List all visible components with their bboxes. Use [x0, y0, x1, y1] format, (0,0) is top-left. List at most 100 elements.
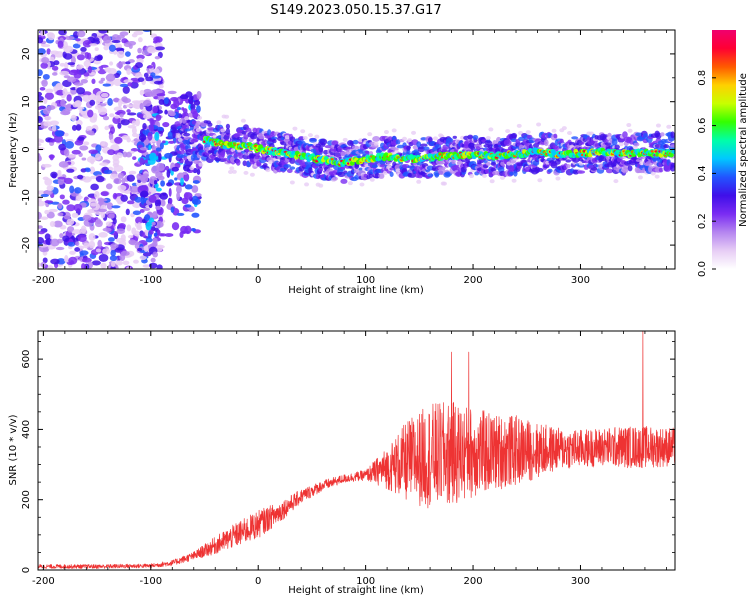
spectrogram-transition-cell	[164, 233, 174, 237]
spectrogram-noise-cell	[116, 152, 123, 159]
spectrogram-noise-cell	[79, 145, 89, 151]
spectrogram-noise-cell	[120, 234, 126, 242]
spectrogram-band-cell	[475, 146, 481, 150]
spectrogram-halo-cell	[499, 175, 505, 180]
spectrogram-band-cell	[571, 136, 579, 140]
spectrogram-noise-cell	[135, 62, 143, 69]
colorbar-gradient	[712, 30, 736, 269]
spectrogram-noise-cell	[127, 82, 133, 87]
spectrogram-halo-cell	[318, 183, 324, 188]
spectrogram-transition-cell	[185, 91, 193, 98]
spectrogram-halo-cell	[627, 128, 633, 133]
spectrogram-transition-cell	[192, 198, 202, 205]
spectrogram-transition-cell	[147, 131, 153, 141]
spectrogram-halo-cell	[304, 182, 310, 187]
spectrogram-halo-cell	[485, 135, 491, 140]
spectrogram-noise-cell	[107, 237, 115, 242]
spectrogram-noise-cell	[153, 80, 163, 85]
spectrogram-transition-cell	[176, 185, 182, 194]
colorbar-label: Normalized spectral amplitude	[738, 73, 749, 227]
snr-x-tick-label: -200	[32, 576, 55, 587]
spectrogram-band-cell	[298, 136, 305, 141]
spectrogram-noise-cell	[87, 198, 97, 202]
spectrogram-noise-cell	[147, 46, 157, 54]
spectrogram-y-tick-label: 0	[21, 146, 32, 152]
spectrogram-band-cell	[604, 142, 612, 146]
spectrogram-band-cell	[392, 147, 399, 151]
snr-series-line	[38, 331, 675, 569]
spectrogram-band-cell	[389, 171, 394, 177]
spectrogram-halo-cell	[284, 135, 290, 140]
spectrogram-noise-cell	[66, 204, 76, 212]
spectrogram-halo-cell	[249, 172, 255, 177]
snr-y-axis: 0 200 400 600	[21, 341, 675, 573]
spectrogram-noise-cell	[126, 224, 132, 232]
spectrogram-noise-cell	[125, 104, 134, 108]
spectrogram-halo-cell	[369, 177, 375, 182]
spectrogram-noise-cell	[49, 139, 56, 143]
spectrogram-noise-cell	[87, 109, 94, 118]
spectrogram-transition-cell	[155, 147, 162, 152]
spectrogram-band-cell	[565, 164, 571, 169]
spectrogram-noise-cell	[77, 234, 87, 243]
spectrogram-noise-cell	[105, 73, 116, 82]
spectrogram-noise-cell	[125, 61, 131, 65]
spectrogram-halo-cell	[367, 132, 373, 137]
spectrogram-noise-cell	[90, 202, 98, 207]
spectrogram-noise-cell	[41, 44, 51, 48]
spectrogram-transition-cell	[143, 207, 150, 211]
spectrogram-noise-cell	[47, 265, 54, 269]
spectrogram-transition-cell	[179, 231, 184, 239]
spectrogram-halo-cell	[637, 175, 643, 180]
spectrogram-halo-cell	[224, 114, 230, 119]
spectrogram-band-cell	[511, 132, 518, 139]
spectrogram-noise-cell	[109, 113, 115, 118]
spectrogram-band-cell	[416, 141, 422, 148]
spectrogram-transition-cell	[170, 170, 174, 176]
colorbar-tick-label: 0.4	[697, 165, 708, 181]
spectrogram-noise-cell	[122, 151, 128, 158]
spectrogram-halo-cell	[220, 128, 226, 133]
spectrogram-band-cell	[331, 176, 338, 181]
spectrogram-noise-cell	[88, 240, 96, 249]
spectrogram-band-cell	[395, 139, 401, 145]
spectrogram-band-cell	[233, 153, 239, 158]
spectrogram-noise-cell	[43, 97, 48, 104]
spectrogram-noise-cell	[147, 65, 154, 69]
spectrogram-noise-cell	[135, 216, 144, 224]
spectrogram-noise-cell	[86, 130, 95, 136]
spectrogram-band-cell	[180, 144, 186, 152]
spectrogram-noise-cell	[142, 252, 152, 257]
spectrogram-noise-cell	[69, 185, 75, 194]
spectrogram-band-cell	[670, 131, 675, 139]
spectrogram-band-cell	[289, 158, 296, 164]
spectrogram-noise-cell	[88, 233, 96, 241]
spectrogram-halo-cell	[189, 166, 195, 171]
spectrogram-noise-cell	[152, 251, 159, 258]
spectrogram-halo-cell	[561, 126, 567, 131]
spectrogram-noise-cell	[86, 156, 96, 163]
spectrogram-noise-cell	[75, 38, 81, 42]
spectrogram-transition-cell	[158, 233, 164, 237]
spectrogram-band-cell	[633, 142, 640, 147]
spectrogram-transition-cell	[158, 99, 165, 105]
spectrogram-noise-cell	[46, 185, 54, 192]
spectrogram-noise-cell	[70, 56, 76, 65]
spectrogram-y-axis: -20 -10 0 10 20	[21, 29, 675, 270]
spectrogram-band-cell	[559, 138, 564, 144]
spectrogram-noise-cell	[80, 46, 87, 52]
spectrogram-noise-cell	[46, 48, 51, 55]
spectrogram-noise-cell	[99, 162, 109, 166]
spectrogram-band-cell	[387, 136, 393, 142]
spectrogram-noise-cell	[114, 136, 123, 144]
spectrogram-noise-cell	[82, 257, 92, 263]
spectrogram-halo-cell	[307, 133, 313, 138]
spectrogram-noise-cell	[76, 106, 85, 110]
spectrogram-noise-cell	[65, 104, 72, 109]
spectrogram-noise-cell	[53, 60, 60, 66]
spectrogram-band-cell	[372, 135, 381, 142]
spectrogram-noise-cell	[155, 46, 165, 51]
spectrogram-noise-cell	[81, 263, 86, 269]
spectrogram-transition-cell	[153, 232, 158, 237]
spectrogram-noise-cell	[38, 230, 45, 235]
